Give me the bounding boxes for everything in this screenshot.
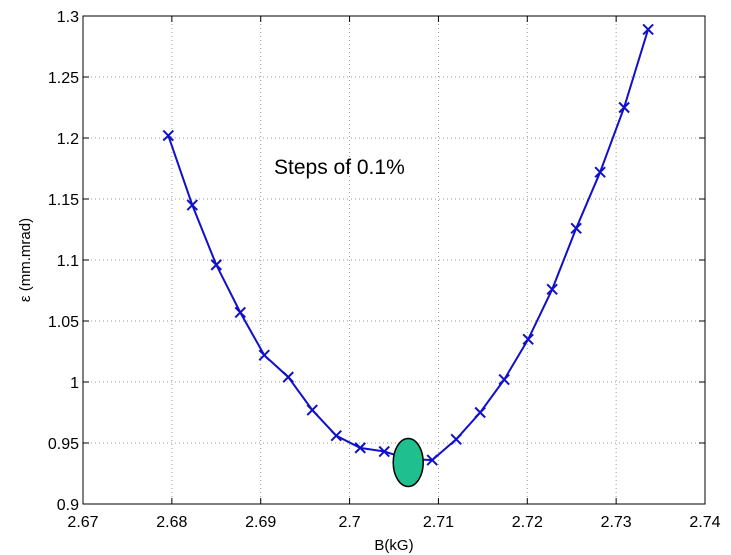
data-point-marker [474,406,486,419]
y-tick-label: 1.15 [48,192,79,209]
y-tick-label: 0.95 [48,436,79,453]
y-tick-label: 1.05 [48,314,79,331]
data-point-marker [522,333,534,346]
data-point-marker [186,199,199,211]
y-tick-label: 1.2 [57,131,79,148]
data-point-marker [426,454,438,466]
y-tick-label: 1.1 [57,253,79,270]
series-line [167,29,650,462]
x-tick-label: 2.67 [67,514,98,531]
y-tick-label: 1 [70,375,79,392]
data-point-marker [378,445,390,458]
x-tick-label: 2.73 [601,514,632,531]
annotation-text: Steps of 0.1% [274,156,405,179]
data-point-marker [498,373,510,386]
data-point-marker [162,129,175,142]
x-tick-label: 2.71 [423,514,454,531]
y-axis-label: ε (mm.mrad) [17,218,34,302]
highlight-ellipse [392,437,424,488]
data-point-marker [594,166,606,178]
x-tick-label: 2.72 [512,514,543,531]
y-tick-label: 1.3 [57,9,79,26]
x-axis-label: B(kG) [374,537,413,554]
data-point-marker [546,283,558,295]
series-group [162,23,654,466]
plot-frame [82,15,706,505]
data-point-marker [234,306,246,319]
x-tick-labels: 2.67 2.68 2.69 2.7 2.71 2.72 2.73 2.74 [67,514,720,531]
data-point-marker [618,101,630,114]
data-point-marker [210,259,222,271]
y-tick-label: 0.9 [57,497,79,514]
data-point-marker [450,433,462,446]
data-point-marker [282,371,294,383]
x-tick-label: 2.68 [156,514,187,531]
x-tick-label: 2.74 [689,514,720,531]
y-tick-label: 1.25 [48,70,79,87]
x-tick-label: 2.7 [338,514,360,531]
x-tick-label: 2.69 [245,514,276,531]
grid-lines [82,15,706,505]
data-point-marker [354,442,366,454]
data-point-marker [306,404,318,416]
data-point-marker [330,429,342,442]
data-point-marker [642,23,654,36]
data-point-marker [570,222,582,234]
data-point-marker [258,349,270,361]
highlight-group [392,437,424,488]
y-tick-labels: 0.9 0.95 1 1.05 1.1 1.15 1.2 1.25 1.3 [48,9,79,514]
